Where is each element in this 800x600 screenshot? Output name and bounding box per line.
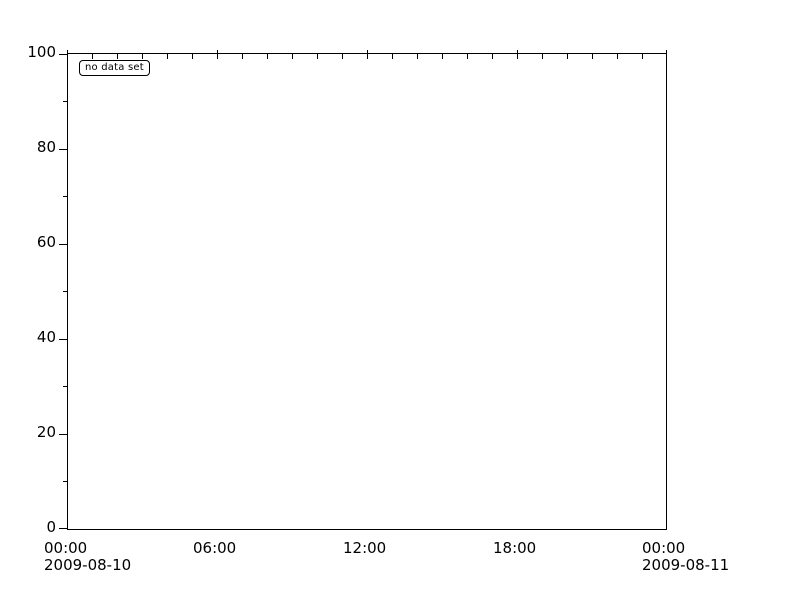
x-tick-label-group: 00:00 2009-08-10 [44, 540, 131, 574]
y-tick-label: 20 [36, 423, 56, 441]
y-tick-major [59, 528, 68, 529]
y-tick-label: 0 [46, 518, 56, 536]
x-tick-minor [92, 54, 93, 59]
x-tick-major [666, 50, 667, 59]
x-tick-minor [592, 54, 593, 59]
x-tick-minor [567, 54, 568, 59]
x-tick-minor [442, 54, 443, 59]
x-tick-minor [467, 54, 468, 59]
x-tick-minor [117, 54, 118, 59]
x-axis-labels: 00:00 2009-08-10 06:00 12:00 18:00 00:00… [0, 528, 800, 598]
x-tick-date: 2009-08-11 [642, 556, 730, 574]
y-tick-major [59, 434, 68, 435]
x-tick-label-group: 06:00 [193, 540, 236, 557]
y-tick-major [59, 339, 68, 340]
x-tick-minor [342, 54, 343, 59]
y-tick-minor [63, 291, 68, 292]
x-tick-minor [392, 54, 393, 59]
x-tick-major [67, 50, 68, 59]
y-tick-minor [63, 196, 68, 197]
x-tick-minor [242, 54, 243, 59]
y-tick-major [59, 54, 68, 55]
x-tick-label-group: 00:00 2009-08-11 [642, 540, 729, 574]
y-tick-major [59, 244, 68, 245]
x-tick-minor [492, 54, 493, 59]
x-tick-major [517, 50, 518, 59]
y-tick-minor [63, 481, 68, 482]
y-tick-label: 100 [27, 43, 56, 61]
x-tick-time: 00:00 [642, 539, 686, 557]
x-tick-minor [292, 54, 293, 59]
y-tick-label: 80 [36, 138, 56, 156]
x-tick-minor [617, 54, 618, 59]
x-tick-label-group: 12:00 [343, 540, 386, 557]
y-tick-major [59, 149, 68, 150]
x-tick-time: 18:00 [493, 539, 537, 557]
x-tick-time: 12:00 [343, 539, 387, 557]
x-tick-minor [192, 54, 193, 59]
no-data-legend-label: no data set [85, 62, 144, 73]
y-axis-labels: 100 80 60 40 20 0 [0, 45, 56, 535]
x-tick-minor [317, 54, 318, 59]
x-tick-time: 06:00 [193, 539, 237, 557]
x-tick-minor [142, 54, 143, 59]
x-tick-date: 2009-08-10 [44, 556, 132, 574]
x-tick-minor [267, 54, 268, 59]
x-tick-minor [417, 54, 418, 59]
x-tick-label-group: 18:00 [493, 540, 536, 557]
y-tick-label: 60 [36, 233, 56, 251]
y-tick-label: 40 [36, 328, 56, 346]
y-tick-minor [63, 101, 68, 102]
x-tick-minor [542, 54, 543, 59]
x-tick-major [367, 50, 368, 59]
x-tick-time: 00:00 [44, 539, 88, 557]
x-tick-major [217, 50, 218, 59]
x-tick-minor [642, 54, 643, 59]
plot-area: no data set [59, 50, 667, 530]
x-tick-minor [167, 54, 168, 59]
no-data-legend-badge: no data set [79, 60, 150, 76]
y-tick-minor [63, 386, 68, 387]
